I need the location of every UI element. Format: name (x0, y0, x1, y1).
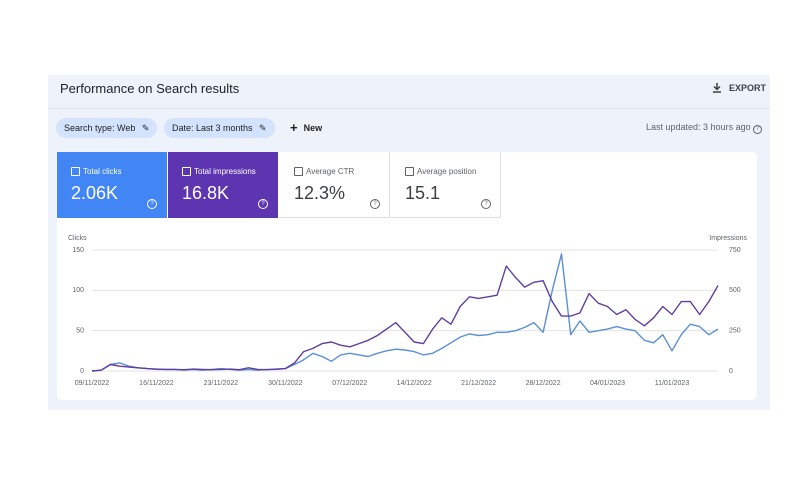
metric-label: Total clicks (83, 167, 122, 176)
help-icon: ? (753, 125, 763, 134)
y2-tick-label: 750 (729, 247, 741, 254)
chip-label: Date: Last 3 months (172, 123, 253, 133)
metric-card[interactable]: Average position 15.1? (391, 152, 501, 218)
metric-value: 12.3% (294, 183, 346, 203)
x-tick-label: 11/01/2023 (655, 380, 690, 387)
new-button[interactable]: + New (290, 118, 322, 138)
download-icon[interactable] (711, 82, 723, 94)
y2-tick-label: 500 (729, 287, 741, 294)
metric-value: 15.1 (405, 183, 441, 203)
x-tick-label: 09/11/2022 (75, 380, 110, 387)
metric-label: Average CTR (306, 167, 355, 176)
x-tick-label: 14/12/2022 (397, 380, 432, 387)
x-tick-label: 04/01/2023 (590, 380, 625, 387)
x-tick-label: 30/11/2022 (268, 380, 303, 387)
y-tick-label: 150 (72, 247, 84, 254)
chart: Clicks Impressions 0 50 100 150 0 250 500 750 09… (68, 235, 748, 387)
y-axis-title: Clicks (68, 235, 87, 242)
x-tick-label: 23/11/2022 (204, 380, 239, 387)
y-tick-label: 50 (76, 328, 84, 335)
last-updated: Last updated: 3 hours ago ? (646, 122, 763, 134)
y2-tick-label: 0 (729, 368, 733, 375)
checkbox (405, 167, 414, 176)
export-button[interactable]: EXPORT (729, 83, 767, 93)
x-tick-label: 28/12/2022 (526, 380, 561, 387)
metric-card[interactable]: Total impressions 16.8K? (168, 152, 278, 218)
y-tick-label: 100 (72, 287, 84, 294)
filter-chip[interactable]: Date: Last 3 months ✎ (164, 118, 275, 138)
metric-card[interactable]: Average CTR 12.3%? (280, 152, 390, 218)
metric-card[interactable]: Total clicks 2.06K? (57, 152, 167, 218)
help-icon: ? (481, 199, 491, 209)
last-updated-text: Last updated: 3 hours ago (646, 122, 751, 132)
series-line (91, 253, 719, 372)
metric-label: Average position (417, 167, 477, 176)
edit-icon: ✎ (259, 123, 267, 133)
metric-value: 16.8K (182, 183, 230, 203)
filter-chip[interactable]: Search type: Web ✎ (56, 118, 158, 138)
help-icon: ? (147, 199, 157, 209)
checkbox (71, 167, 80, 176)
y2-axis-title: Impressions (709, 235, 747, 242)
y-tick-label: 0 (80, 368, 84, 375)
series-line (91, 265, 719, 372)
help-icon: ? (370, 199, 380, 209)
checkbox (294, 167, 303, 176)
metric-value: 2.06K (71, 183, 119, 203)
help-icon: ? (258, 199, 268, 209)
x-tick-label: 21/12/2022 (461, 380, 496, 387)
checkbox (182, 167, 191, 176)
chip-label: Search type: Web (64, 123, 136, 133)
new-label: New (303, 123, 323, 133)
metric-label: Total impressions (194, 167, 256, 176)
plus-icon: + (290, 120, 298, 135)
separator (48, 108, 770, 109)
x-tick-label: 07/12/2022 (332, 380, 367, 387)
y2-tick-label: 250 (729, 328, 741, 335)
edit-icon: ✎ (141, 123, 150, 133)
page-title: Performance on Search results (60, 81, 240, 96)
x-tick-label: 16/11/2022 (139, 380, 174, 387)
